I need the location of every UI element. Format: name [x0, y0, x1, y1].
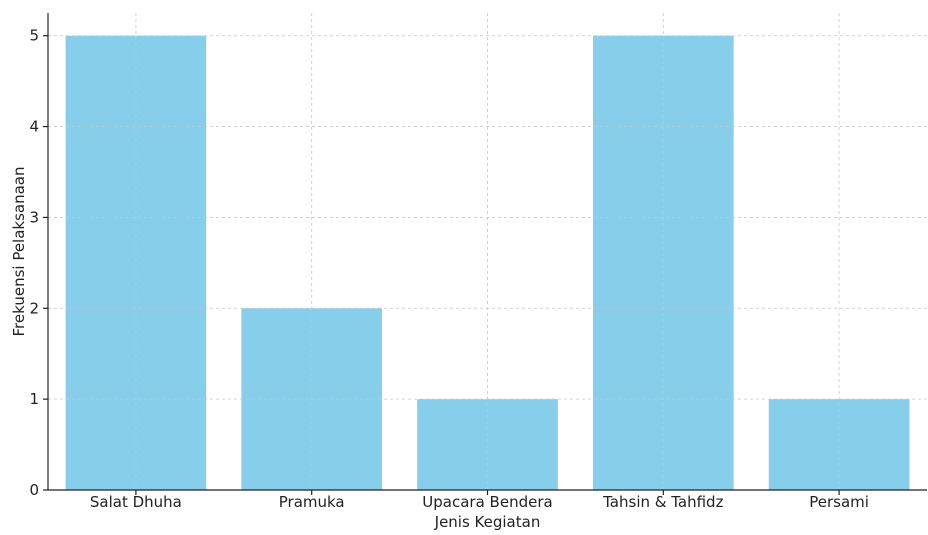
- y-tick-label: 4: [29, 118, 39, 136]
- x-tick-label: Upacara Bendera: [422, 493, 552, 511]
- bar: [768, 399, 910, 490]
- ticks: 0 1 2 3 4 5 Salat Dhuha Pramuka Upacara Bendera T…: [29, 27, 868, 511]
- x-tick-label: Persami: [809, 493, 869, 511]
- y-axis-label: Frekuensi Pelaksanaan: [10, 166, 28, 336]
- x-tick-label: Salat Dhuha: [90, 493, 182, 511]
- bars: [48, 13, 927, 491]
- bar: [417, 399, 558, 490]
- x-tick-label: Pramuka: [279, 493, 345, 511]
- y-tick-label: 0: [29, 481, 39, 499]
- y-tick-label: 1: [29, 390, 39, 408]
- x-tick-label: Tahsin & Tahfidz: [602, 493, 723, 511]
- y-tick-label: 3: [29, 208, 39, 226]
- y-tick-label: 5: [29, 27, 39, 45]
- y-tick-label: 2: [29, 299, 39, 317]
- x-axis-label: Jenis Kegiatan: [434, 513, 541, 531]
